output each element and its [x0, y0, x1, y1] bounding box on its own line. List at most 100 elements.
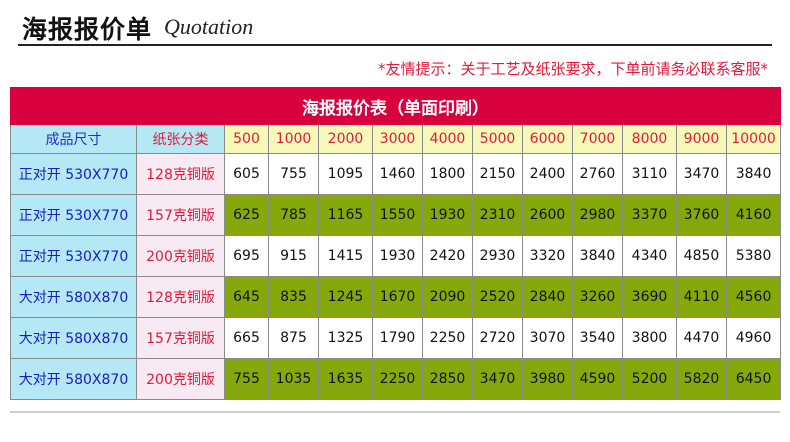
cell-price: 1930: [422, 194, 473, 236]
column-header-quantity: 6000: [522, 124, 573, 154]
notice-text: *友情提示：关于工艺及纸张要求，下单前请务必联系客服*: [377, 60, 768, 78]
table-row: 正对开 530X770 200克铜版 695 915 1415 1930 2420 2930 3…: [10, 235, 782, 277]
cell-price: 1800: [422, 153, 473, 195]
table-row: 大对开 580X870 128克铜版 645 835 1245 1670 2090 2520 2…: [10, 276, 782, 318]
cell-price: 3840: [725, 153, 782, 195]
column-header-quantity: 9000: [676, 124, 727, 154]
table-body: 正对开 530X770 128克铜版 605 755 1095 1460 1800 2150 2…: [10, 153, 782, 400]
column-header-quantity: 2000: [318, 124, 373, 154]
cell-price: 1635: [318, 358, 373, 400]
cell-price: 4590: [572, 358, 623, 400]
cell-paper: 157克铜版: [136, 194, 225, 236]
cell-size: 正对开 530X770: [10, 235, 137, 277]
cell-price: 1035: [268, 358, 319, 400]
cell-price: 2980: [572, 194, 623, 236]
cell-price: 5200: [622, 358, 677, 400]
cell-price: 3760: [676, 194, 727, 236]
cell-price: 1550: [372, 194, 423, 236]
cell-paper: 200克铜版: [136, 235, 225, 277]
cell-price: 1325: [318, 317, 373, 359]
cell-price: 755: [224, 358, 269, 400]
cell-price: 605: [224, 153, 269, 195]
cell-price: 695: [224, 235, 269, 277]
cell-price: 2250: [372, 358, 423, 400]
cell-paper: 128克铜版: [136, 276, 225, 318]
cell-size: 大对开 580X870: [10, 276, 137, 318]
cell-price: 2760: [572, 153, 623, 195]
cell-price: 3070: [522, 317, 573, 359]
cell-price: 4160: [725, 194, 782, 236]
cell-price: 3110: [622, 153, 677, 195]
page-title-english: Quotation: [164, 14, 254, 39]
cell-price: 645: [224, 276, 269, 318]
cell-price: 1930: [372, 235, 423, 277]
cell-price: 2600: [522, 194, 573, 236]
cell-price: 2720: [472, 317, 523, 359]
cell-price: 785: [268, 194, 319, 236]
cell-price: 625: [224, 194, 269, 236]
column-header-quantity: 7000: [572, 124, 623, 154]
table-header-row: 成品尺寸 纸张分类 500 1000 2000 3000 4000 5000 6000 700…: [10, 124, 782, 154]
cell-price: 4340: [622, 235, 677, 277]
table-row: 正对开 530X770 128克铜版 605 755 1095 1460 1800 2150 2…: [10, 153, 782, 195]
cell-price: 5380: [725, 235, 782, 277]
cell-price: 3800: [622, 317, 677, 359]
cell-price: 755: [268, 153, 319, 195]
cell-price: 5820: [676, 358, 727, 400]
cell-price: 4850: [676, 235, 727, 277]
column-header-quantity: 8000: [622, 124, 677, 154]
price-table-container: 海报报价表（单面印刷） 成品尺寸 纸张分类 500 1000 2000 3000 400…: [9, 87, 782, 400]
cell-price: 2150: [472, 153, 523, 195]
cell-price: 4960: [725, 317, 782, 359]
cell-price: 875: [268, 317, 319, 359]
cell-price: 665: [224, 317, 269, 359]
cell-price: 1670: [372, 276, 423, 318]
cell-price: 4470: [676, 317, 727, 359]
cell-size: 正对开 530X770: [10, 153, 137, 195]
cell-price: 3370: [622, 194, 677, 236]
cell-price: 1415: [318, 235, 373, 277]
cell-price: 3470: [472, 358, 523, 400]
cell-price: 2310: [472, 194, 523, 236]
column-header-quantity: 10000: [725, 124, 782, 154]
page-title: 海报报价单: [22, 15, 153, 44]
cell-price: 3840: [572, 235, 623, 277]
cell-price: 3260: [572, 276, 623, 318]
column-header-size: 成品尺寸: [10, 124, 137, 154]
header-divider: [18, 44, 772, 46]
cell-size: 正对开 530X770: [10, 194, 137, 236]
cell-price: 1460: [372, 153, 423, 195]
cell-price: 2840: [522, 276, 573, 318]
cell-price: 2420: [422, 235, 473, 277]
cell-size: 大对开 580X870: [10, 317, 137, 359]
table-row: 大对开 580X870 200克铜版 755 1035 1635 2250 2850 3470…: [10, 358, 782, 400]
cell-paper: 128克铜版: [136, 153, 225, 195]
cell-price: 6450: [725, 358, 782, 400]
column-header-quantity: 1000: [268, 124, 319, 154]
column-header-paper: 纸张分类: [136, 124, 225, 154]
cell-price: 2930: [472, 235, 523, 277]
cell-price: 2850: [422, 358, 473, 400]
cell-price: 3320: [522, 235, 573, 277]
page-header: 海报报价单 Quotation: [18, 8, 772, 44]
cell-price: 1245: [318, 276, 373, 318]
price-table: 海报报价表（单面印刷） 成品尺寸 纸张分类 500 1000 2000 3000 400…: [9, 87, 782, 400]
cell-price: 3690: [622, 276, 677, 318]
cell-price: 3470: [676, 153, 727, 195]
cell-paper: 200克铜版: [136, 358, 225, 400]
cell-price: 1790: [372, 317, 423, 359]
cell-price: 2250: [422, 317, 473, 359]
cell-price: 2520: [472, 276, 523, 318]
cell-paper: 157克铜版: [136, 317, 225, 359]
column-header-quantity: 5000: [472, 124, 523, 154]
cell-price: 3540: [572, 317, 623, 359]
cell-price: 3980: [522, 358, 573, 400]
cell-price: 4560: [725, 276, 782, 318]
cell-size: 大对开 580X870: [10, 358, 137, 400]
footer-divider: [10, 411, 780, 413]
cell-price: 1165: [318, 194, 373, 236]
column-header-quantity: 4000: [422, 124, 473, 154]
table-banner: 海报报价表（单面印刷）: [9, 87, 782, 125]
table-row: 大对开 580X870 157克铜版 665 875 1325 1790 2250 2720 3…: [10, 317, 782, 359]
table-row: 正对开 530X770 157克铜版 625 785 1165 1550 1930 2310 2…: [10, 194, 782, 236]
